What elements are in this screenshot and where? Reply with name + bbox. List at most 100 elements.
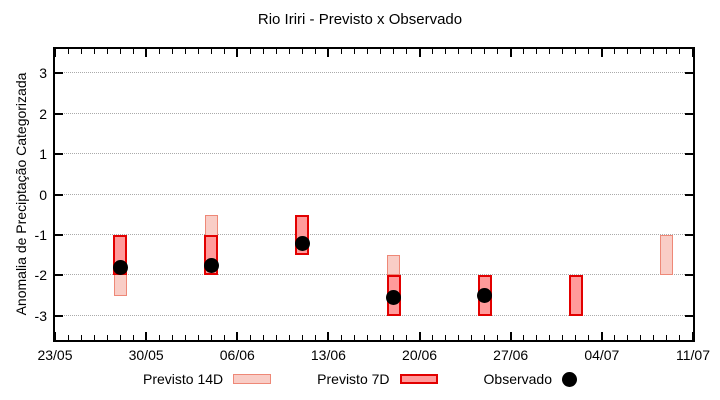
- x-minor-tick-top: [288, 49, 290, 54]
- x-minor-tick-top: [106, 49, 108, 54]
- x-minor-tick-bottom: [575, 335, 577, 340]
- x-minor-tick-bottom: [314, 335, 316, 340]
- legend-swatch-previsto-7d-icon: [399, 374, 438, 384]
- x-minor-tick-bottom: [106, 335, 108, 340]
- y-gridline: [55, 274, 693, 276]
- observed-dot: [294, 235, 310, 251]
- observed-dot: [386, 290, 402, 306]
- x-minor-tick-top: [197, 49, 199, 54]
- x-minor-tick-top: [132, 49, 134, 54]
- x-minor-tick-bottom: [119, 335, 121, 340]
- y-gridline: [55, 153, 693, 155]
- x-minor-tick-bottom: [93, 335, 95, 340]
- y-tick-right: [685, 193, 693, 196]
- x-minor-tick-top: [119, 49, 121, 54]
- y-tick-left: [55, 274, 63, 277]
- x-minor-tick-bottom: [249, 335, 251, 340]
- x-minor-tick-top: [67, 49, 69, 54]
- legend-item-observado: Observado: [484, 371, 577, 387]
- x-minor-tick-top: [471, 49, 473, 54]
- x-minor-tick-top: [80, 49, 82, 54]
- x-minor-tick-top: [223, 49, 225, 54]
- x-major-tick-bottom: [236, 332, 239, 340]
- x-major-tick-top: [600, 49, 603, 57]
- x-minor-tick-bottom: [184, 335, 186, 340]
- x-minor-tick-top: [249, 49, 251, 54]
- y-tick-left: [55, 314, 63, 317]
- x-major-tick-bottom: [600, 332, 603, 340]
- x-minor-tick-bottom: [353, 335, 355, 340]
- x-minor-tick-bottom: [536, 335, 538, 340]
- x-minor-tick-top: [353, 49, 355, 54]
- y-tick-right: [685, 72, 693, 75]
- y-tick-left: [55, 233, 63, 236]
- x-minor-tick-bottom: [158, 335, 160, 340]
- x-minor-tick-bottom: [471, 335, 473, 340]
- observed-dot: [203, 257, 219, 273]
- x-minor-tick-bottom: [497, 335, 499, 340]
- x-tick-label: 27/06: [493, 347, 529, 363]
- y-tick-label: 0: [39, 186, 47, 203]
- x-minor-tick-bottom: [340, 335, 342, 340]
- x-minor-tick-top: [640, 49, 642, 54]
- x-minor-tick-top: [93, 49, 95, 54]
- y-gridline: [55, 72, 693, 74]
- bar-previsto-14d: [660, 234, 674, 276]
- x-major-tick-top: [145, 49, 148, 57]
- x-minor-tick-bottom: [275, 335, 277, 340]
- x-minor-tick-bottom: [210, 335, 212, 340]
- legend-item-previsto-14d: Previsto 14D: [143, 371, 272, 387]
- observed-dot: [477, 288, 493, 304]
- y-tick-label: -3: [34, 307, 47, 324]
- plot-area: [53, 47, 695, 342]
- x-minor-tick-top: [380, 49, 381, 54]
- x-minor-tick-bottom: [393, 335, 395, 340]
- x-minor-tick-top: [340, 49, 342, 54]
- x-minor-tick-bottom: [562, 335, 564, 340]
- x-minor-tick-top: [549, 49, 551, 54]
- x-minor-tick-top: [614, 49, 616, 54]
- x-minor-tick-top: [536, 49, 538, 54]
- x-tick-label: 13/06: [310, 347, 346, 363]
- x-minor-tick-top: [184, 49, 186, 54]
- x-minor-tick-bottom: [197, 335, 199, 340]
- x-minor-tick-top: [393, 49, 395, 54]
- y-tick-left: [55, 193, 63, 196]
- x-minor-tick-bottom: [640, 335, 642, 340]
- y-gridline: [55, 233, 693, 235]
- x-minor-tick-bottom: [223, 335, 225, 340]
- x-tick-label: 20/06: [402, 347, 438, 363]
- x-minor-tick-top: [445, 49, 447, 54]
- y-gridline: [55, 193, 693, 195]
- y-tick-label: -2: [34, 267, 47, 284]
- y-tick-right: [685, 112, 693, 115]
- y-tick-right: [685, 153, 693, 156]
- x-tick-label: 30/05: [128, 347, 164, 363]
- x-minor-tick-top: [171, 49, 173, 54]
- x-minor-tick-top: [210, 49, 212, 54]
- x-minor-tick-top: [562, 49, 564, 54]
- bar-previsto-14d: [387, 255, 401, 276]
- x-minor-tick-top: [406, 49, 408, 54]
- x-minor-tick-top: [523, 49, 525, 54]
- x-minor-tick-bottom: [458, 335, 460, 340]
- y-tick-left: [55, 72, 63, 75]
- legend-swatch-previsto-14d-icon: [233, 374, 272, 384]
- y-tick-right: [685, 314, 693, 317]
- x-minor-tick-bottom: [380, 335, 381, 340]
- x-minor-tick-top: [575, 49, 577, 54]
- x-minor-tick-top: [458, 49, 460, 54]
- x-tick-label: 23/05: [37, 347, 73, 363]
- legend-observed-dot-icon: [562, 371, 577, 387]
- legend-label-previsto-7d: Previsto 7D: [317, 371, 390, 387]
- x-minor-tick-bottom: [406, 335, 408, 340]
- y-gridline: [55, 314, 693, 316]
- x-minor-tick-top: [627, 49, 629, 54]
- x-minor-tick-bottom: [67, 335, 69, 340]
- x-minor-tick-bottom: [523, 335, 525, 340]
- y-tick-label: 2: [39, 105, 47, 122]
- x-minor-tick-top: [679, 49, 681, 54]
- x-major-tick-top: [692, 49, 694, 57]
- x-minor-tick-bottom: [262, 335, 264, 340]
- x-minor-tick-bottom: [666, 335, 668, 340]
